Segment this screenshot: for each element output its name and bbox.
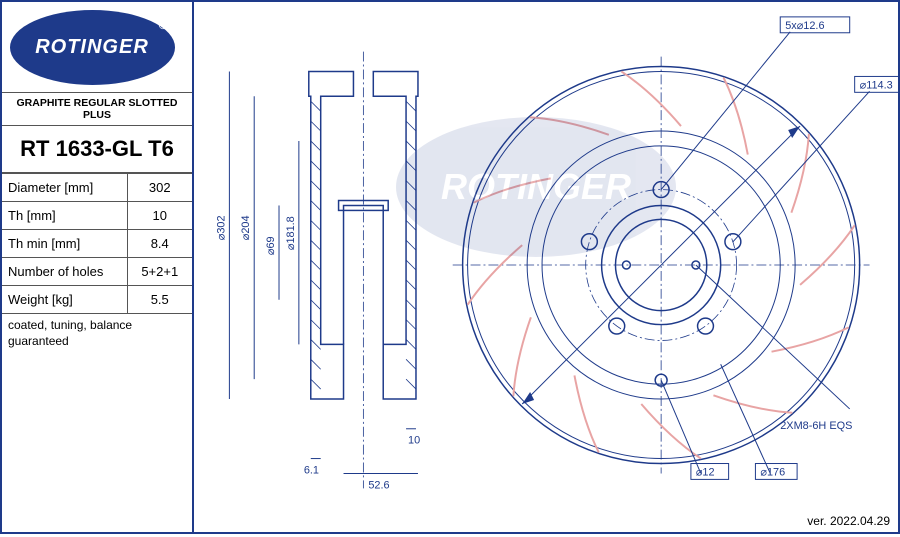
table-row: Th min [mm]8.4 <box>2 230 192 258</box>
spec-label: Weight [kg] <box>2 286 127 314</box>
spec-label: Diameter [mm] <box>2 174 127 202</box>
callout-c3: 2XM8-6H EQS <box>780 420 852 432</box>
callout-c5: ⌀176 <box>760 466 785 478</box>
callout-c2: ⌀114.3 <box>860 79 893 91</box>
brand-logo: ROTINGER <box>10 10 175 85</box>
spec-label: Th min [mm] <box>2 230 127 258</box>
table-row: Diameter [mm]302 <box>2 174 192 202</box>
logo-container: ROTINGER <box>2 2 182 92</box>
dim-d302: ⌀302 <box>215 215 227 240</box>
drawing-sheet: ROTINGER GRAPHITE REGULAR SLOTTED PLUS R… <box>0 0 900 534</box>
info-panel: ROTINGER GRAPHITE REGULAR SLOTTED PLUS R… <box>2 2 192 532</box>
dim-d204: ⌀204 <box>240 215 252 240</box>
watermark: ROTINGER <box>396 117 696 417</box>
spec-value: 8.4 <box>127 230 192 258</box>
spec-value: 5.5 <box>127 286 192 314</box>
note-text: coated, tuning, balance guaranteed <box>2 314 192 353</box>
spec-value: 302 <box>127 174 192 202</box>
spec-value: 5+2+1 <box>127 258 192 286</box>
watermark-logo: ROTINGER <box>396 117 676 257</box>
table-row: Weight [kg]5.5 <box>2 286 192 314</box>
dim-w526: 52.6 <box>368 479 389 491</box>
spec-table: Diameter [mm]302 Th [mm]10 Th min [mm]8.… <box>2 174 192 314</box>
technical-drawing: ROTINGER <box>194 2 898 532</box>
side-view: ⌀302 ⌀204 ⌀69 ⌀181.8 10 6.1 52.6 <box>215 52 420 492</box>
dim-w61: 6.1 <box>304 464 319 476</box>
version-text: ver. 2022.04.29 <box>807 514 890 528</box>
callout-c1: 5x⌀12.6 <box>785 20 824 32</box>
dim-w10: 10 <box>408 435 420 447</box>
product-name: GRAPHITE REGULAR SLOTTED PLUS <box>2 92 192 126</box>
table-row: Number of holes5+2+1 <box>2 258 192 286</box>
spec-label: Number of holes <box>2 258 127 286</box>
part-number: RT 1633-GL T6 <box>2 126 192 174</box>
spec-value: 10 <box>127 202 192 230</box>
spec-label: Th [mm] <box>2 202 127 230</box>
callout-c4: ⌀12 <box>696 466 715 478</box>
dim-d181: ⌀181.8 <box>285 216 297 250</box>
dim-d69: ⌀69 <box>265 236 277 255</box>
table-row: Th [mm]10 <box>2 202 192 230</box>
